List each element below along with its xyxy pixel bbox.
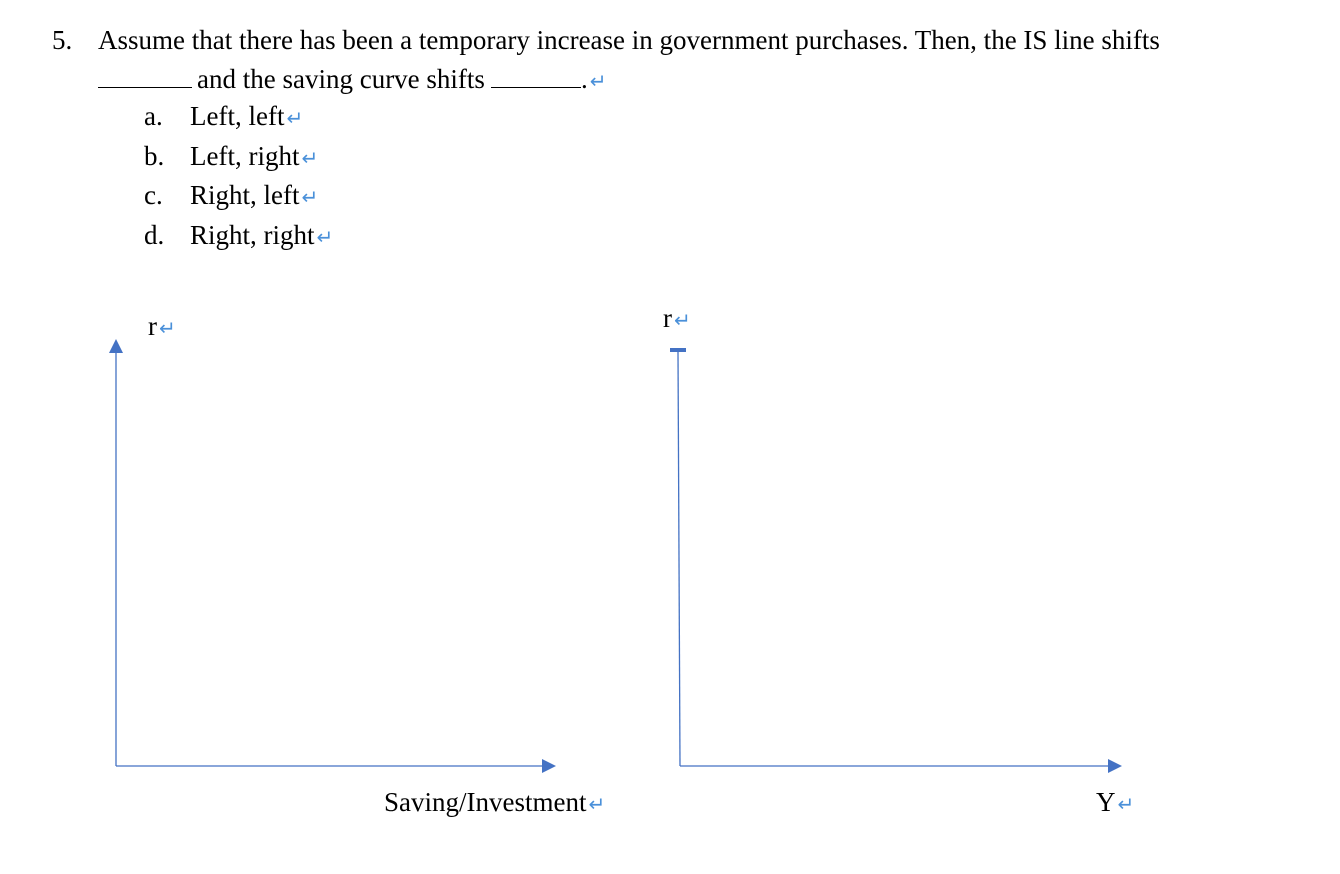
option-letter: b.	[144, 140, 165, 171]
question-text-line-1: Assume that there has been a temporary i…	[98, 24, 1160, 56]
option-a[interactable]: a. Left, left ↵	[144, 98, 333, 138]
option-text: Left, right	[190, 140, 300, 171]
right-graph-x-arrow-icon	[1108, 759, 1122, 773]
right-graph-y-cap-icon	[670, 348, 686, 352]
question-text-line-2: and the saving curve shifts. ↵	[98, 61, 606, 97]
answer-options: a. Left, left ↵ b. Left, right ↵ c. Right, le…	[144, 98, 333, 256]
question-text: Assume that there has been a temporary i…	[98, 25, 1160, 55]
left-graph-x-label: Saving/Investment ↵	[384, 786, 605, 820]
option-d[interactable]: d. Right, right ↵	[144, 217, 333, 257]
option-letter: a.	[144, 101, 163, 131]
left-x-label-text: Saving/Investment	[384, 787, 587, 817]
question-text-mid: and the saving curve shifts	[197, 64, 485, 94]
paragraph-return-icon: ↵	[301, 145, 319, 170]
right-y-label-text: r	[663, 303, 672, 333]
left-graph-y-label: r ↵	[148, 310, 176, 344]
right-graph-y-label: r ↵	[663, 302, 691, 336]
paragraph-return-icon: ↵	[316, 224, 334, 249]
question-text-end: .	[580, 64, 588, 94]
answer-blank-is-line[interactable]	[98, 61, 192, 88]
option-letter: c.	[144, 180, 163, 210]
right-x-label-text: Y	[1096, 787, 1116, 817]
right-graph-y-axis	[677, 351, 681, 767]
paragraph-return-icon: ↵	[589, 69, 607, 93]
paragraph-return-icon: ↵	[674, 308, 691, 332]
paragraph-return-icon: ↵	[301, 185, 319, 209]
paragraph-return-icon: ↵	[286, 106, 304, 130]
answer-blank-saving-curve[interactable]	[490, 61, 581, 88]
paragraph-return-icon: ↵	[1117, 792, 1135, 816]
paragraph-return-icon: ↵	[588, 792, 606, 816]
option-text: Right, right	[190, 219, 315, 250]
paragraph-return-icon: ↵	[159, 316, 176, 340]
right-graph-x-label: Y ↵	[1096, 786, 1134, 820]
option-letter: d.	[144, 219, 165, 250]
option-text: Left, left	[190, 101, 285, 131]
option-text: Right, left	[190, 180, 300, 210]
option-b[interactable]: b. Left, right ↵	[144, 138, 333, 178]
left-y-label-text: r	[148, 311, 157, 341]
left-graph-y-arrow-icon	[109, 339, 123, 353]
left-graph-x-arrow-icon	[542, 759, 556, 773]
question-number: 5.	[52, 25, 73, 55]
option-c[interactable]: c. Right, left ↵	[144, 177, 333, 217]
